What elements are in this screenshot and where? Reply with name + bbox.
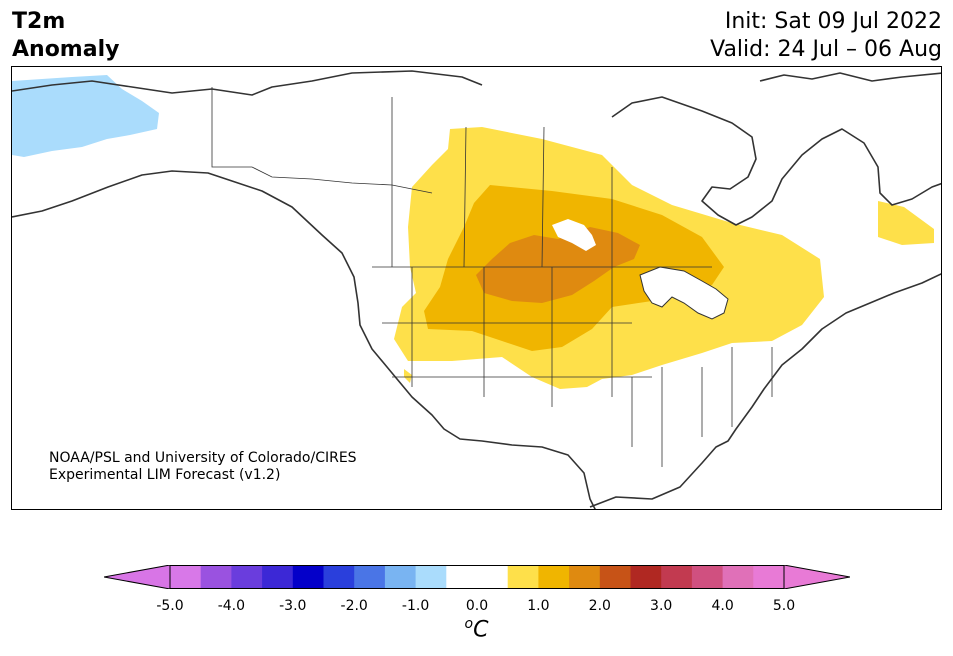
colorbar-segment <box>262 565 294 589</box>
credit-line1: NOAA/PSL and University of Colorado/CIRE… <box>49 450 357 466</box>
colorbar-outline <box>169 565 785 589</box>
unit-degree: o <box>464 616 474 632</box>
warm-anomaly-1-east <box>878 201 934 245</box>
warm-anomaly-3 <box>476 227 640 303</box>
credit-line2: Experimental LIM Forecast (v1.2) <box>49 467 281 483</box>
colorbar <box>104 565 850 589</box>
colorbar-segment <box>200 565 232 589</box>
colorbar-segment <box>231 565 263 589</box>
credit-text: NOAA/PSL and University of Colorado/CIRE… <box>49 450 357 484</box>
map-svg <box>12 70 941 509</box>
colorbar-tick-label: -4.0 <box>217 598 246 614</box>
colorbar-tick-label: -1.0 <box>401 598 430 614</box>
unit-letter: C <box>473 617 489 643</box>
colorbar-segment <box>477 565 509 589</box>
colorbar-segment <box>507 565 539 589</box>
colorbar-tick-label: 4.0 <box>711 598 734 614</box>
colorbar-under-arrow <box>104 565 171 589</box>
valid-date: Valid: 24 Jul – 06 Aug <box>710 37 942 62</box>
warm-anomaly-1-small <box>404 369 412 383</box>
title-line1: T2m <box>12 9 66 34</box>
cool-anomaly-alaska <box>12 75 159 157</box>
colorbar-segment <box>722 565 754 589</box>
colorbar-tick-label: 3.0 <box>650 598 673 614</box>
init-date: Init: Sat 09 Jul 2022 <box>724 9 942 34</box>
state-borders <box>211 87 773 467</box>
colorbar-segment <box>292 565 324 589</box>
colorbar-tick-label: -5.0 <box>156 598 184 614</box>
colorbar-segment <box>323 565 355 589</box>
great-lakes <box>639 266 729 320</box>
colorbar-unit: oC <box>0 616 953 642</box>
colorbar-segment <box>599 565 631 589</box>
map-title: T2m Anomaly <box>12 8 119 64</box>
colorbar-tick-label: 2.0 <box>588 598 611 614</box>
colorbar-segment <box>630 565 662 589</box>
colorbar-over-arrow <box>783 565 850 589</box>
colorbar-ticks: -5.0 -4.0 -3.0 -2.0 -1.0 0.0 1.0 2.0 3.0 4.0 5.0 <box>0 598 953 618</box>
anomaly-map <box>11 66 942 510</box>
lake-patch <box>552 219 596 251</box>
colorbar-segment <box>661 565 693 589</box>
colorbar-tick-label: 1.0 <box>527 598 550 614</box>
colorbar-segment <box>753 565 785 589</box>
forecast-dates: Init: Sat 09 Jul 2022 Valid: 24 Jul – 06… <box>710 8 942 64</box>
colorbar-segment <box>415 565 447 589</box>
colorbar-segment <box>354 565 386 589</box>
colorbar-segment <box>384 565 417 589</box>
colorbar-segment <box>170 565 202 589</box>
colorbar-tick-label: 5.0 <box>772 598 796 614</box>
colorbar-segment <box>446 565 478 589</box>
colorbar-segment <box>538 565 570 589</box>
title-line2: Anomaly <box>12 37 120 62</box>
coastlines <box>12 70 941 509</box>
colorbar-tick-label: -3.0 <box>279 598 307 614</box>
colorbar-segment <box>569 565 601 589</box>
colorbar-segment <box>691 565 724 589</box>
colorbar-tick-label: 0.0 <box>465 598 489 614</box>
colorbar-tick-label: -2.0 <box>340 598 368 614</box>
